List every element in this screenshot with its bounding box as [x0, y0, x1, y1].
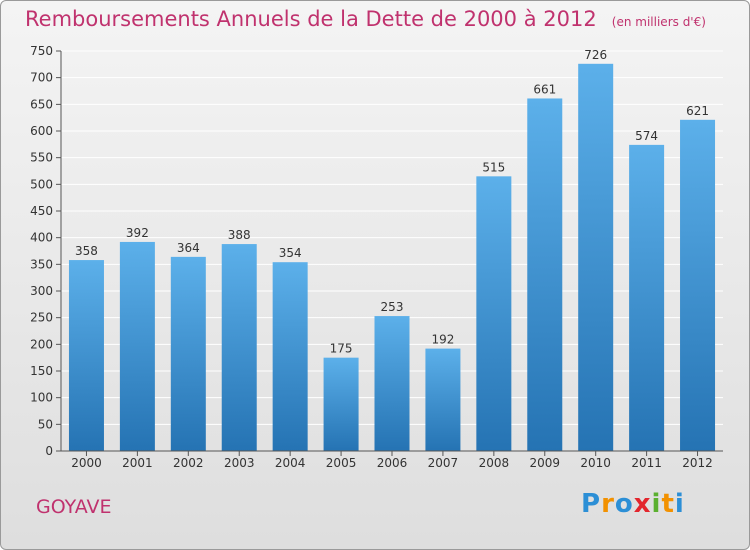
- x-tick-label: 2002: [173, 456, 204, 470]
- y-tick-label: 550: [30, 151, 53, 165]
- y-tick-label: 150: [30, 364, 53, 378]
- bar-2005: [323, 357, 359, 451]
- bar-2001: [119, 241, 155, 451]
- x-tick-label: 2010: [580, 456, 611, 470]
- y-tick-label: 200: [30, 337, 53, 351]
- bar-2010: [578, 63, 614, 452]
- bar-value-label: 175: [330, 342, 353, 356]
- y-tick-label: 100: [30, 391, 53, 405]
- bar-2004: [272, 262, 308, 451]
- x-tick-label: 2009: [529, 456, 560, 470]
- bar-2007: [425, 348, 461, 451]
- y-tick-label: 0: [45, 444, 53, 458]
- bar-value-label: 661: [533, 82, 556, 96]
- bar-value-label: 621: [686, 104, 709, 118]
- bar-2006: [374, 316, 410, 451]
- y-tick-label: 700: [30, 71, 53, 85]
- proxiti-logo: Proxiti: [581, 489, 685, 519]
- labels: 0 50 100 150 200 250 300 350 400 450 500 550 600 650 7…: [30, 44, 713, 470]
- x-tick-label: 2004: [275, 456, 306, 470]
- title-row: Remboursements Annuels de la Dette de 20…: [25, 7, 706, 31]
- bar-value-label: 515: [482, 160, 505, 174]
- bar-value-label: 253: [381, 300, 404, 314]
- logo-letter: i: [674, 489, 685, 519]
- x-tick-label: 2007: [428, 456, 459, 470]
- x-tick-label: 2006: [377, 456, 408, 470]
- x-tick-label: 2011: [631, 456, 662, 470]
- y-tick-label: 250: [30, 311, 53, 325]
- bar-value-label: 388: [228, 228, 251, 242]
- y-tick-label: 350: [30, 257, 53, 271]
- logo-letter: i: [651, 489, 662, 519]
- bar-2012: [680, 119, 716, 452]
- x-tick-label: 2003: [224, 456, 255, 470]
- logo-letter: r: [601, 489, 615, 519]
- bar-2011: [629, 144, 665, 451]
- y-tick-label: 300: [30, 284, 53, 298]
- x-tick-label: 2001: [122, 456, 153, 470]
- x-tick-label: 2005: [326, 456, 357, 470]
- y-tick-label: 400: [30, 231, 53, 245]
- logo-letter: P: [581, 489, 602, 519]
- bar-2000: [68, 260, 104, 451]
- y-tick-label: 650: [30, 97, 53, 111]
- logo-letter: x: [633, 489, 652, 519]
- bar-2002: [170, 256, 206, 451]
- bar-value-label: 726: [584, 48, 607, 62]
- y-tick-label: 50: [38, 417, 53, 431]
- commune-name: GOYAVE: [36, 496, 112, 518]
- bar-value-label: 574: [635, 129, 658, 143]
- y-tick-label: 750: [30, 44, 53, 58]
- x-tick-label: 2000: [71, 456, 102, 470]
- chart-subtitle: (en milliers d'€): [611, 15, 706, 29]
- logo-letter: t: [661, 489, 675, 519]
- axes: [56, 50, 723, 456]
- bar-value-label: 192: [431, 333, 454, 347]
- y-tick-label: 500: [30, 177, 53, 191]
- chart-title: Remboursements Annuels de la Dette de 20…: [25, 7, 597, 31]
- bars: [68, 63, 716, 452]
- y-tick-label: 600: [30, 124, 53, 138]
- bar-2009: [527, 98, 563, 451]
- bar-2008: [476, 176, 512, 452]
- bar-value-label: 364: [177, 241, 200, 255]
- x-tick-label: 2012: [682, 456, 713, 470]
- logo-letter: o: [614, 489, 634, 519]
- bar-value-label: 392: [126, 226, 149, 240]
- bar-value-label: 354: [279, 246, 302, 260]
- y-tick-label: 450: [30, 204, 53, 218]
- bar-value-label: 358: [75, 244, 98, 258]
- x-tick-label: 2008: [479, 456, 510, 470]
- bar-2003: [221, 244, 257, 451]
